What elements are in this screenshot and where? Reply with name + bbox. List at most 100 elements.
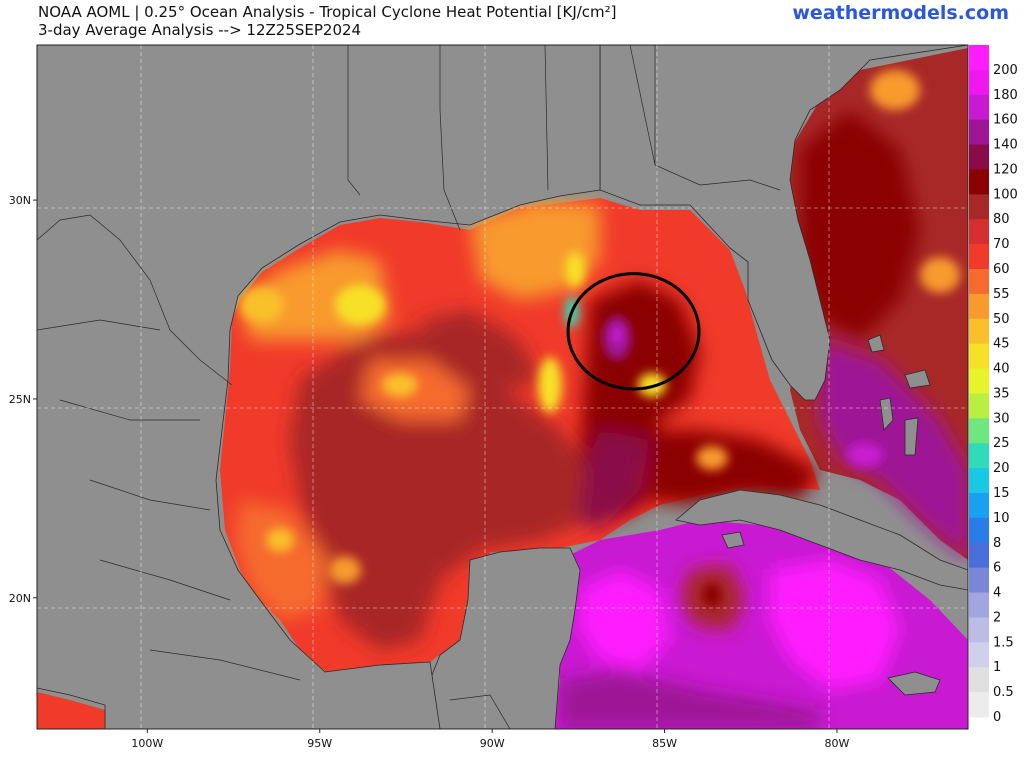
- colorbar-swatch-20: [969, 443, 989, 469]
- colorbar-swatch-10: [969, 493, 989, 519]
- colorbar-swatch-45: [969, 318, 989, 345]
- mexico-states: [37, 319, 301, 681]
- yucatan-land: [429, 547, 581, 729]
- pacific-strip: [37, 692, 105, 729]
- hotspot-florida-strait: [696, 446, 728, 470]
- caribbean-purple-south: [560, 670, 820, 729]
- mexico-land: [37, 45, 601, 729]
- colorbar-label-20: 20: [993, 461, 1010, 476]
- colorbar-label-2: 2: [993, 610, 1001, 625]
- colorbar-label-6: 6: [993, 561, 1001, 576]
- caribbean-magenta-central: [770, 560, 900, 690]
- colorbar-label-140: 140: [993, 138, 1018, 153]
- land-masses: [37, 45, 968, 729]
- colorbar-label-35: 35: [993, 386, 1010, 401]
- brand-link[interactable]: weathermodels.com: [792, 2, 1009, 24]
- hotspot-atlantic-east: [920, 257, 960, 293]
- colorbar-swatch-2: [969, 592, 989, 618]
- colorbar-swatch-0: [969, 692, 989, 718]
- hotspot-atlantic-north: [870, 70, 920, 110]
- colorbar-label-10: 10: [993, 511, 1010, 526]
- colorbar-swatch-200: [969, 45, 989, 71]
- boundaries: [37, 45, 781, 729]
- colorbar-label-45: 45: [993, 337, 1010, 352]
- colorbar-swatch-1: [969, 642, 989, 668]
- colorbar-label-120: 120: [993, 162, 1018, 177]
- colorbar-label-30: 30: [993, 411, 1010, 426]
- hotspot-loop-eddy: [638, 373, 666, 397]
- hotspot-north-gulf: [538, 357, 562, 413]
- map-subtitle: 3-day Average Analysis --> 12Z25SEP2024: [38, 21, 362, 39]
- lat-label-20n: 20N: [9, 592, 31, 605]
- colorbar-label-80: 80: [993, 212, 1010, 227]
- lon-label-90w: 90W: [480, 737, 505, 750]
- colorbar-swatch-25: [969, 418, 989, 444]
- gulf-loop-core: [420, 310, 540, 390]
- colorbar-swatch-140: [969, 119, 989, 146]
- lat-label-30n: 30N: [9, 194, 31, 207]
- colorbar-swatch-120: [969, 144, 989, 170]
- lon-label-95w: 95W: [307, 737, 332, 750]
- colorbar-swatch-15: [969, 468, 989, 494]
- map-canvas: [37, 45, 968, 729]
- colorbar-label-40: 40: [993, 362, 1010, 377]
- colorbar-label-0: 0: [993, 710, 1001, 725]
- colorbar-swatch-80: [969, 194, 989, 220]
- colorbar-swatch-4: [969, 567, 989, 594]
- colorbar-swatch-50: [969, 293, 989, 320]
- colorbar-label-15: 15: [993, 486, 1010, 501]
- map-title: NOAA AOML | 0.25° Ocean Analysis - Tropi…: [38, 3, 617, 21]
- colorbar-label-8: 8: [993, 536, 1001, 551]
- colorbar-label-200: 200: [993, 63, 1018, 78]
- florida-strait-warm: [640, 430, 820, 505]
- southwest-gulf-orange: [235, 500, 330, 620]
- cayman-purple: [847, 443, 883, 467]
- colorbar-label-4: 4: [993, 586, 1001, 601]
- lat-lon-grid: [37, 45, 968, 729]
- lon-label-80w: 80W: [825, 737, 850, 750]
- gulf-deep-core: [290, 330, 590, 650]
- colorbar: 2001801601401201008070605550454035302520…: [969, 45, 1018, 725]
- colorbar-label-60: 60: [993, 262, 1010, 277]
- colorbar-swatch-8: [969, 517, 989, 544]
- colorbar-swatch-100: [969, 169, 989, 195]
- us-mexico-border: [37, 214, 233, 386]
- colorbar-swatch-6: [969, 542, 989, 569]
- caribbean-eddy-core: [703, 583, 721, 607]
- guatemala-border: [449, 694, 511, 729]
- colorbar-swatch-40: [969, 343, 989, 370]
- colorbar-label-1: 1: [993, 660, 1001, 675]
- atlantic-deep: [800, 110, 920, 340]
- highlight-circle: [566, 272, 701, 391]
- lon-axis: 100W 95W 90W 85W 80W: [131, 729, 850, 750]
- bahamas-islands: [867, 334, 931, 456]
- caribbean-magenta-west: [580, 570, 670, 670]
- state-lines: [347, 45, 781, 231]
- colorbar-swatch-160: [969, 94, 989, 121]
- yucatan-channel-deep: [580, 430, 650, 530]
- hotspot-campeche: [329, 556, 361, 584]
- hotspot-mississippi: [565, 252, 585, 288]
- colorbar-label-160: 160: [993, 113, 1018, 128]
- colorbar-swatch-60: [969, 244, 989, 270]
- lon-label-100w: 100W: [131, 737, 163, 750]
- colorbar-label-1_5: 1.5: [993, 635, 1014, 650]
- colorbar-label-50: 50: [993, 312, 1010, 327]
- colorbar-label-25: 25: [993, 436, 1010, 451]
- lon-label-85w: 85W: [652, 737, 677, 750]
- colorbar-label-180: 180: [993, 88, 1018, 103]
- colorbar-swatch-35: [969, 368, 989, 394]
- colorbar-swatch-55: [969, 269, 989, 295]
- heat-field: [37, 48, 968, 729]
- colorbar-swatch-30: [969, 393, 989, 419]
- colorbar-swatch-0_5: [969, 667, 989, 693]
- jamaica-land: [887, 671, 941, 696]
- map-frame: [36, 44, 969, 730]
- hotspot-west-gulf: [335, 285, 385, 325]
- hotspot-texas-coast: [240, 287, 284, 323]
- loop-core-magenta: [611, 326, 623, 344]
- colorbar-swatch-70: [969, 219, 989, 245]
- hotspot-mid-gulf: [382, 373, 418, 397]
- cuba-land: [675, 489, 968, 591]
